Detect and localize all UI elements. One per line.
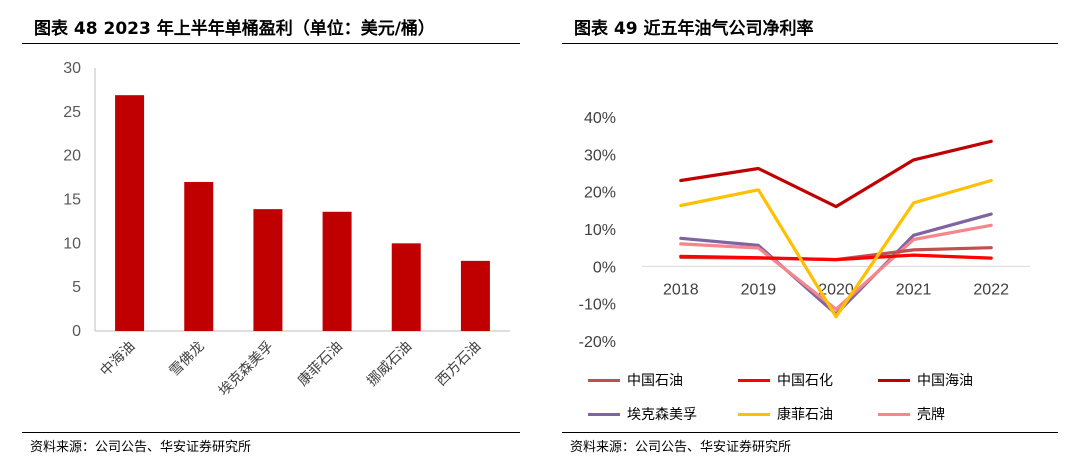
source-note-right: 资料来源：公司公告、华安证券研究所 [570,440,792,455]
legend-swatch [588,378,620,382]
legend-swatch [738,378,770,382]
source-rule [562,432,1058,433]
y-tick-label: 10% [584,222,616,239]
x-tick-label: 挪威石油 [363,338,414,389]
y-tick-label: -10% [579,297,616,314]
series-line [679,178,993,319]
legend-item: 中国海油 [878,368,973,392]
bar [391,243,421,331]
bar [253,209,283,331]
x-tick-label: 2021 [896,281,932,298]
legend-swatch [878,412,910,416]
bar-chart-panel: 图表 48 2023 年上半年单桶盈利（单位：美元/桶） 0 5 10 15 20 25 3… [0,0,520,463]
legend-swatch [878,378,910,382]
y-tick-label: 20% [584,185,616,202]
legend-item: 康菲石油 [738,402,833,426]
y-tick-label: -20% [579,334,616,351]
y-tick-label: 0 [72,323,81,340]
legend-label: 中国海油 [917,373,973,389]
bar-chart: 0 5 10 15 20 25 30 中海油 雪佛龙 埃克森美孚 康菲石油 挪威石油 西方石油 [63,60,510,399]
legend-swatch [738,412,770,416]
y-tick-label: 5 [72,279,81,296]
source-rule [22,432,520,433]
y-tick-label: 20 [63,148,81,165]
legend-label: 埃克森美孚 [627,407,697,423]
legend-swatch [588,412,620,416]
legend-item: 埃克森美孚 [588,402,697,426]
x-tick-label: 2020 [818,281,854,298]
legend-item: 壳牌 [878,402,945,426]
y-tick-label: 25 [63,104,81,121]
y-tick-label: 30% [584,147,616,164]
x-tick-label: 中海油 [97,338,138,379]
line-chart-panel: 图表 49 近五年油气公司净利率 -20% -10% 0% 10% 20% 30% 40% 2… [562,0,1080,463]
series-line [679,139,993,209]
x-tick-label: 西方石油 [433,338,484,389]
x-tick-label: 雪佛龙 [166,338,207,379]
chart-title-48: 图表 48 2023 年上半年单桶盈利（单位：美元/桶） [34,19,435,39]
legend-label: 康菲石油 [777,407,833,423]
series-line [679,223,993,311]
title-underline [22,43,520,44]
x-tick-label: 康菲石油 [294,338,345,389]
legend-item: 中国石化 [738,368,833,392]
source-note-left: 资料来源：公司公告、华安证券研究所 [30,440,252,455]
legend-label: 中国石化 [777,373,833,389]
y-tick-label: 10 [63,235,81,252]
legend-label: 中国石油 [627,373,683,389]
line-chart: -20% -10% 0% 10% 20% 30% 40% 2018 2019 2020 2021 20… [579,110,1030,351]
legend-label: 壳牌 [917,407,945,423]
x-tick-label: 2018 [663,281,699,298]
bar [184,181,214,331]
series-line [679,212,993,316]
y-tick-label: 0% [593,259,616,276]
title-underline [562,43,1058,44]
y-tick-label: 30 [63,60,81,77]
x-tick-label: 2022 [973,281,1009,298]
x-tick-label: 埃克森美孚 [215,338,276,399]
chart-title-49: 图表 49 近五年油气公司净利率 [574,19,814,39]
x-tick-label: 2019 [741,281,777,298]
y-tick-label: 15 [63,192,81,209]
bar [115,95,145,331]
series-line [679,253,993,262]
bar [460,260,490,331]
bar [322,211,352,331]
y-tick-label: 40% [584,110,616,127]
legend-item: 中国石油 [588,368,683,392]
